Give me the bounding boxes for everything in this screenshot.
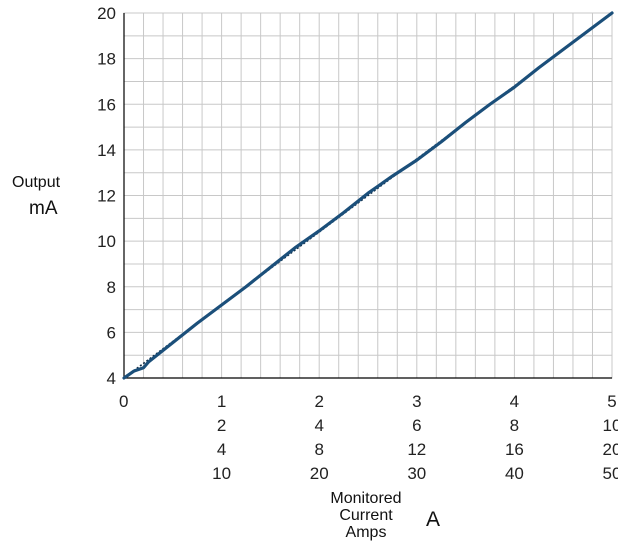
x-tick-label: 5 xyxy=(607,392,616,411)
y-tick-label: 16 xyxy=(97,95,116,114)
x-tick-label: 2 xyxy=(314,392,323,411)
x-tick-label: 8 xyxy=(510,416,519,435)
y-tick-label: 8 xyxy=(107,278,116,297)
y-tick-label: 14 xyxy=(97,141,116,160)
axes xyxy=(123,13,612,379)
x-tick-label: 10 xyxy=(212,464,231,483)
x-tick-label: 20 xyxy=(603,440,618,459)
x-tick-label: 3 xyxy=(412,392,421,411)
x-axis-label-line-2: Current xyxy=(339,507,393,524)
y-tick-label: 20 xyxy=(97,4,116,23)
series xyxy=(122,11,614,380)
y-axis-unit: mA xyxy=(29,198,58,219)
x-tick-label: 16 xyxy=(505,440,524,459)
x-tick-label: 4 xyxy=(510,392,519,411)
grid xyxy=(123,12,613,379)
x-axis-label-line-1: Monitored xyxy=(330,490,402,507)
x-tick-label: 2 xyxy=(217,416,226,435)
x-tick-label: 8 xyxy=(314,440,323,459)
y-tick-label: 10 xyxy=(97,232,116,251)
x-axis-label-line-3: Amps xyxy=(345,524,387,541)
output-line xyxy=(122,11,614,380)
y-tick-labels: 4 6 8 10 12 14 16 18 20 xyxy=(97,4,116,388)
x-axis-label: Monitored Current Amps xyxy=(316,490,416,541)
x-tick-label: 6 xyxy=(412,416,421,435)
x-axis-unit: A xyxy=(426,508,441,531)
y-tick-label: 6 xyxy=(107,323,116,342)
x-tick-label: 0 xyxy=(119,392,128,411)
x-tick-label: 4 xyxy=(314,416,323,435)
x-tick-label: 4 xyxy=(217,440,226,459)
y-tick-label: 18 xyxy=(97,50,116,69)
y-tick-label: 12 xyxy=(97,187,116,206)
y-tick-label: 4 xyxy=(107,369,116,388)
x-tick-label: 30 xyxy=(407,464,426,483)
x-tick-label: 20 xyxy=(310,464,329,483)
x-tick-label: 50 xyxy=(603,464,618,483)
x-tick-label: 1 xyxy=(217,392,226,411)
y-axis-label: Output xyxy=(12,174,61,191)
x-tick-label: 12 xyxy=(407,440,426,459)
x-tick-label: 40 xyxy=(505,464,524,483)
x-tick-label: 10 xyxy=(603,416,618,435)
